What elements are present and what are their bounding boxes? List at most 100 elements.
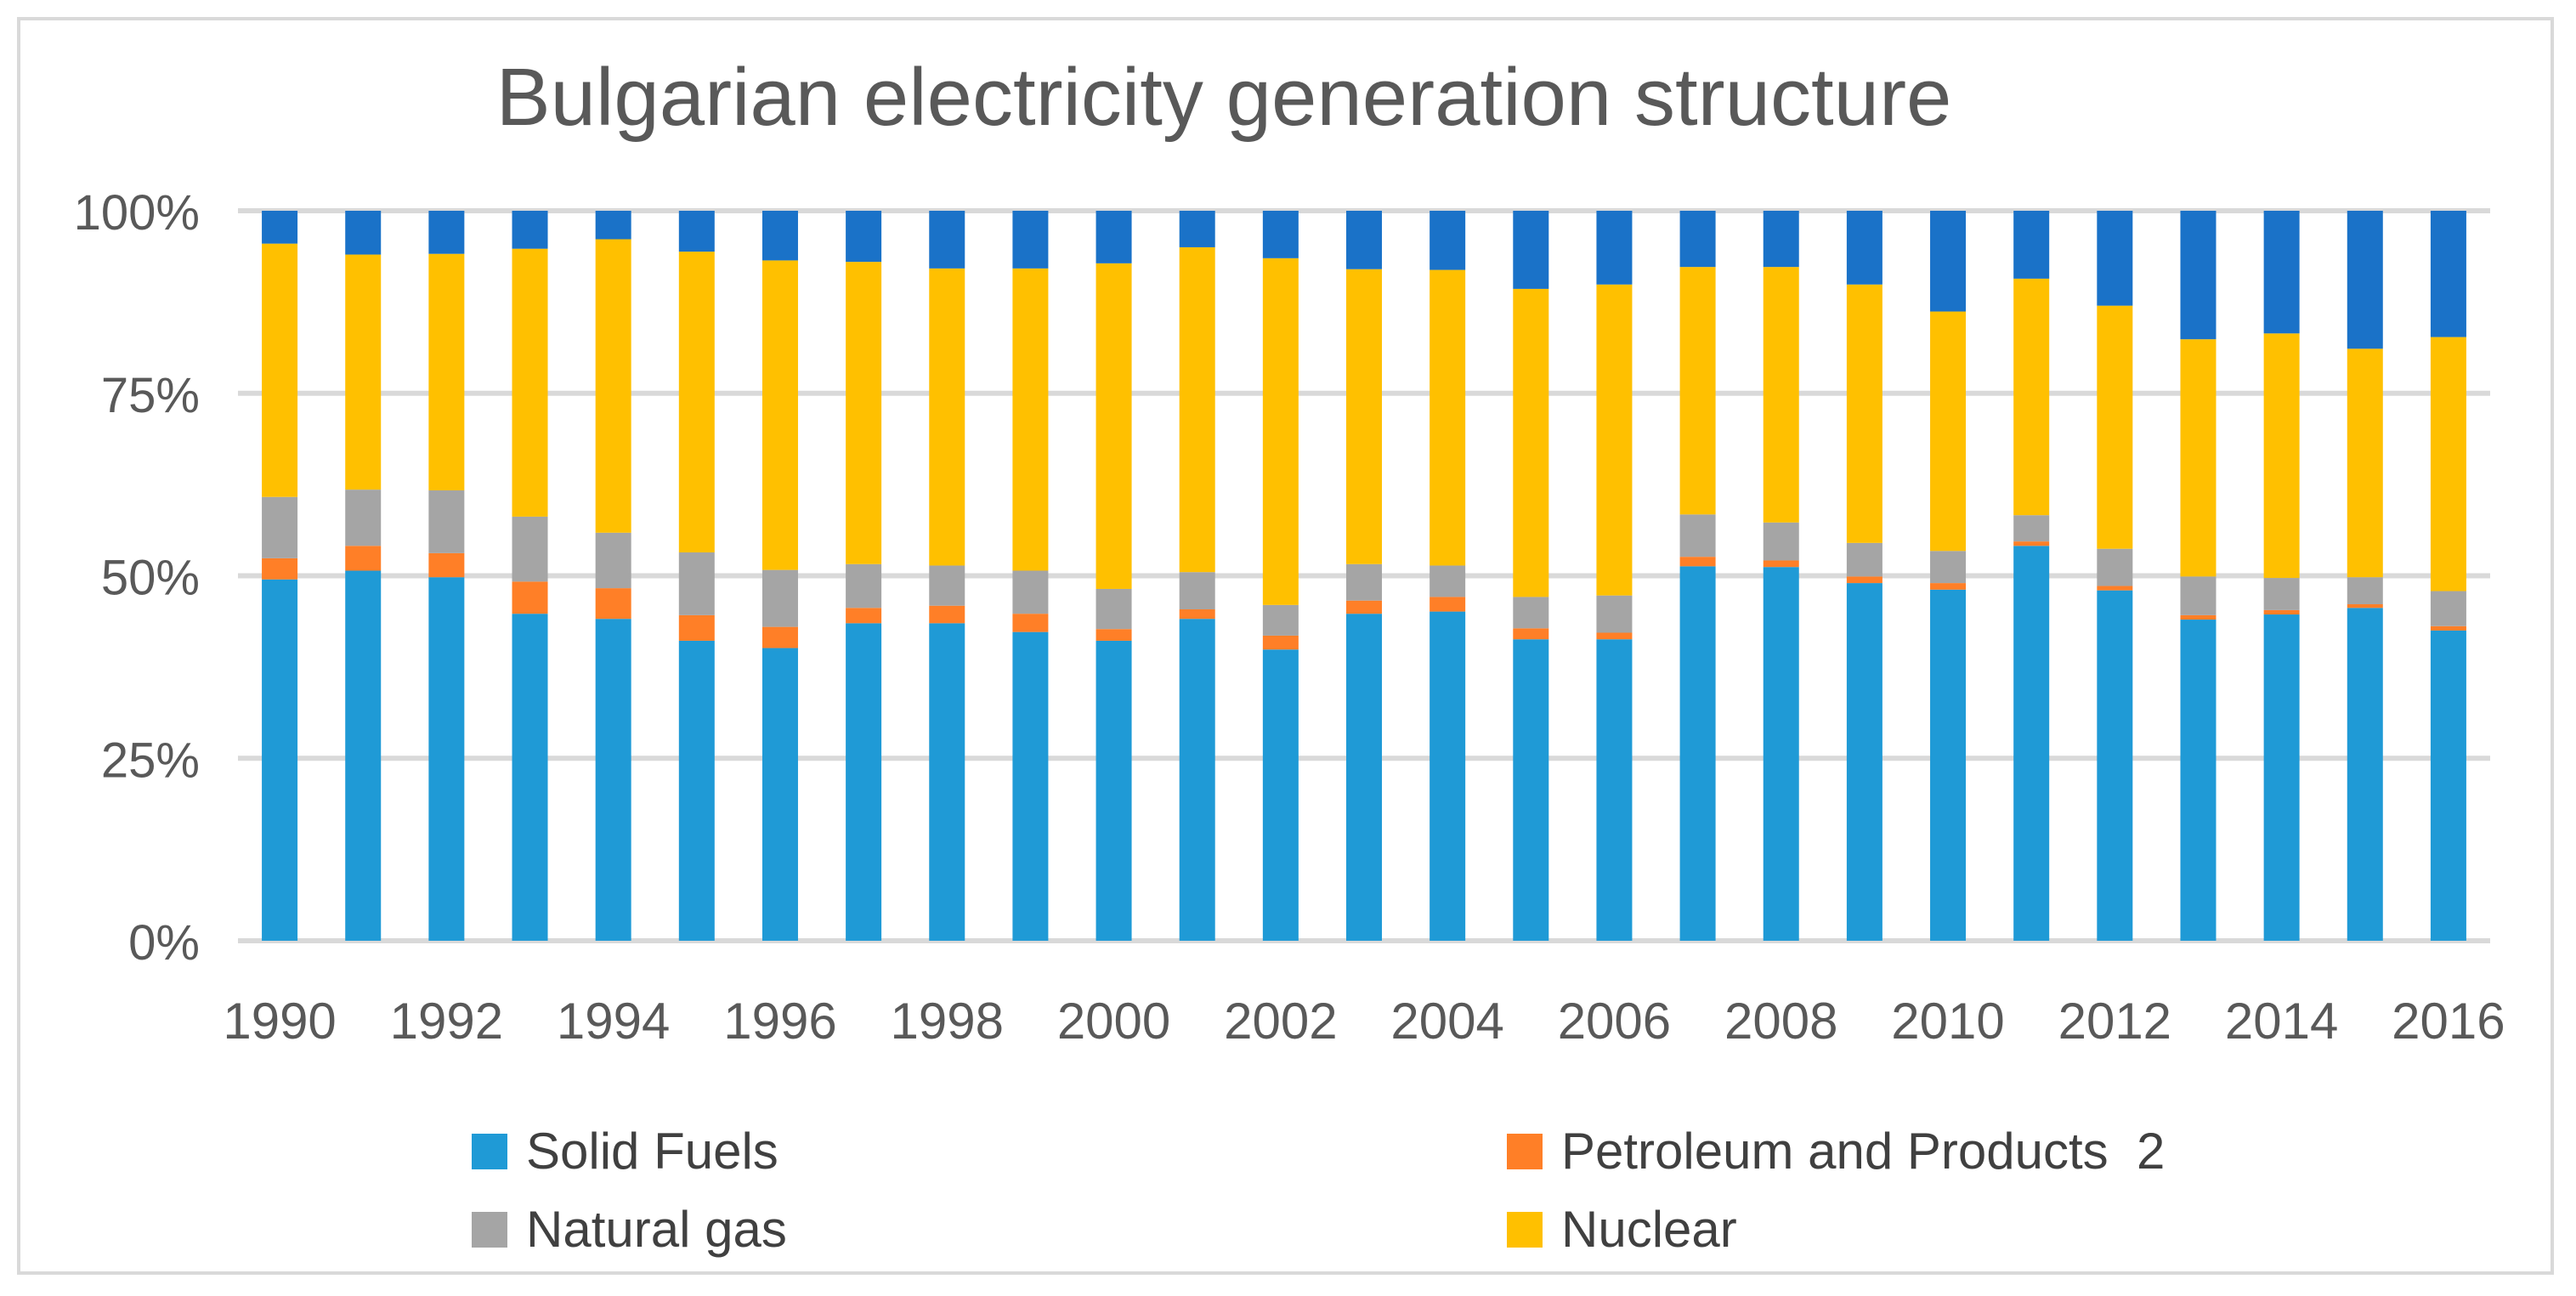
- bar-segment-series-4: [428, 211, 465, 254]
- x-tick-label: 2002: [1224, 993, 1337, 1050]
- bar-segment-series-1: [929, 605, 965, 624]
- bar-segment-series-4: [1012, 211, 1049, 269]
- bar-segment-series-4: [2097, 211, 2133, 306]
- bar-segment-series-3: [1179, 246, 1215, 573]
- x-tick-label: 2006: [1558, 993, 1671, 1050]
- bar-segment-series-2: [2263, 578, 2300, 610]
- bar-segment-series-1: [1679, 557, 1716, 567]
- bar-segment-series-0: [1262, 649, 1299, 941]
- bar-segment-series-0: [512, 614, 548, 941]
- bar-segment-series-4: [846, 211, 882, 263]
- y-tick-label: 25%: [101, 733, 200, 788]
- bar-segment-series-4: [2430, 211, 2466, 337]
- bar-segment-series-1: [2347, 604, 2383, 608]
- bar-segment-series-3: [929, 268, 965, 566]
- bar-segment-series-4: [2013, 211, 2050, 279]
- x-tick-label: 2010: [1891, 993, 2004, 1050]
- bar-segment-series-4: [512, 211, 548, 249]
- bar-segment-series-3: [1679, 267, 1716, 515]
- chart-title: Bulgarian electricity generation structu…: [495, 52, 1952, 143]
- bar-segment-series-3: [2430, 337, 2466, 591]
- bar-segment-series-3: [1430, 269, 1466, 566]
- x-tick-label: 1998: [891, 993, 1004, 1050]
- bar-segment-series-4: [1262, 211, 1299, 258]
- bar-segment-series-0: [1346, 614, 1382, 941]
- bar-segment-series-1: [1179, 609, 1215, 620]
- bar-segment-series-0: [262, 579, 298, 941]
- bar-segment-series-2: [1012, 570, 1049, 614]
- bar-segment-series-2: [929, 565, 965, 606]
- bar-segment-series-4: [678, 211, 715, 252]
- bar-segment-series-4: [929, 211, 965, 269]
- bar-segment-series-3: [846, 262, 882, 564]
- bar-segment-series-1: [512, 581, 548, 614]
- bar-segment-series-0: [1763, 567, 1799, 941]
- x-tick-label: 2008: [1724, 993, 1837, 1050]
- x-tick-label: 2000: [1057, 993, 1170, 1050]
- bar-segment-series-0: [1596, 639, 1633, 941]
- bar-segment-series-1: [1346, 600, 1382, 614]
- bar-segment-series-0: [595, 619, 631, 941]
- bar-segment-series-1: [1596, 632, 1633, 640]
- bar-segment-series-2: [1346, 563, 1382, 601]
- x-tick-label: 1994: [557, 993, 670, 1050]
- bar-segment-series-4: [1763, 211, 1799, 268]
- bar-segment-series-3: [512, 248, 548, 517]
- bar-segment-series-1: [345, 546, 382, 571]
- bar-segment-series-1: [1513, 628, 1549, 640]
- bar-segment-series-0: [2013, 546, 2050, 941]
- y-tick-label: 100%: [74, 185, 200, 241]
- bar-segment-series-3: [678, 252, 715, 553]
- bar-segment-series-1: [761, 626, 798, 648]
- x-tick-label: 1996: [723, 993, 836, 1050]
- bar-segment-series-2: [1430, 565, 1466, 597]
- y-tick-label: 0%: [128, 915, 200, 971]
- x-tick-label: 2012: [2058, 993, 2171, 1050]
- bar-segment-series-0: [1430, 611, 1466, 941]
- x-tick-label: 1990: [223, 993, 336, 1050]
- x-tick-label: 2014: [2225, 993, 2338, 1050]
- bar-segment-series-1: [1096, 629, 1132, 641]
- bar-segment-series-4: [1346, 211, 1382, 269]
- bar-segment-series-0: [1179, 619, 1215, 941]
- bar-segment-series-1: [1430, 597, 1466, 612]
- bar-segment-series-0: [1012, 631, 1049, 941]
- bar-segment-series-3: [262, 243, 298, 497]
- bar-segment-series-0: [1096, 640, 1132, 941]
- bar-segment-series-3: [2263, 333, 2300, 579]
- bar-segment-series-3: [595, 239, 631, 533]
- bar-segment-series-4: [1179, 211, 1215, 247]
- x-tick-label: 2004: [1390, 993, 1503, 1050]
- bar-segment-series-2: [846, 563, 882, 608]
- bar-segment-series-4: [1596, 211, 1633, 285]
- bar-segment-series-4: [1846, 211, 1882, 285]
- bar-segment-series-1: [2430, 625, 2466, 631]
- bar-segment-series-3: [1513, 288, 1549, 597]
- bar-segment-series-3: [2180, 339, 2216, 577]
- bar-segment-series-1: [846, 608, 882, 624]
- bar-segment-series-1: [1763, 560, 1799, 568]
- bar-segment-series-0: [1846, 583, 1882, 941]
- bar-segment-series-1: [1846, 576, 1882, 584]
- bar-segment-series-2: [428, 490, 465, 553]
- bar-segment-series-1: [428, 552, 465, 578]
- bar-segment-series-0: [1513, 639, 1549, 941]
- bar-segment-series-3: [1596, 284, 1633, 596]
- bar-segment-series-3: [1846, 284, 1882, 543]
- bar-segment-series-1: [678, 614, 715, 641]
- y-tick-label: 75%: [101, 368, 200, 423]
- bar-segment-series-3: [345, 254, 382, 490]
- bar-segment-series-3: [2097, 305, 2133, 549]
- bar-segment-series-4: [1679, 211, 1716, 268]
- bar-segment-series-1: [2263, 609, 2300, 615]
- bar-segment-series-2: [2097, 548, 2133, 586]
- bar-segment-series-1: [595, 588, 631, 620]
- bar-segment-series-3: [2347, 348, 2383, 578]
- bar-segment-series-3: [1262, 258, 1299, 605]
- bar-segment-series-2: [345, 490, 382, 546]
- bar-segment-series-4: [262, 211, 298, 244]
- bar-segment-series-0: [846, 623, 882, 941]
- bar-segment-series-3: [1763, 267, 1799, 523]
- bar-segment-series-0: [678, 640, 715, 941]
